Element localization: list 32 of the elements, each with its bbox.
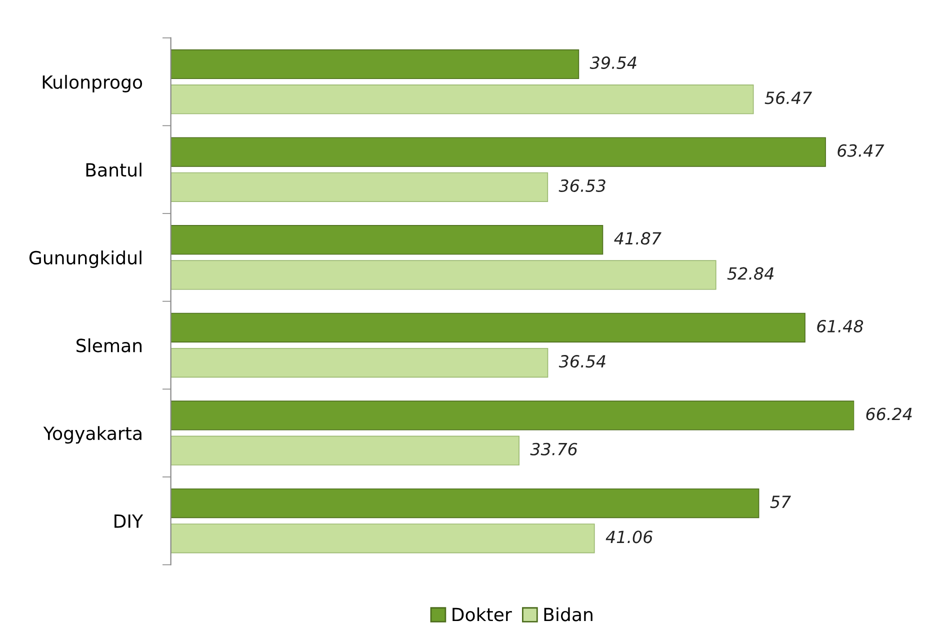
bar — [170, 524, 595, 554]
data-label: 36.53 — [558, 179, 606, 192]
y-tick-label: Yogyakarta — [43, 426, 142, 444]
data-label: 41.06 — [606, 530, 652, 544]
data-label: 66.24 — [866, 408, 912, 420]
data-label: 63.47 — [838, 144, 884, 157]
data-label: 56.47 — [764, 92, 812, 104]
bar — [170, 348, 548, 378]
data-label: 33.76 — [530, 442, 578, 456]
y-tick-label: Kulonprogo — [42, 74, 142, 92]
bar — [170, 84, 754, 114]
legend-label: Dokter — [452, 607, 512, 622]
data-label: 36.54 — [558, 355, 606, 368]
data-label: 52.84 — [727, 267, 774, 280]
data-label: 61.48 — [817, 320, 864, 332]
y-tick-label: Bantul — [86, 162, 142, 177]
legend-label: Bidan — [544, 607, 592, 622]
data-label: 39.54 — [590, 56, 636, 70]
bar — [170, 49, 580, 80]
bar — [170, 172, 548, 202]
y-tick-label: DIY — [114, 514, 144, 528]
bar — [170, 488, 760, 518]
bar — [170, 260, 716, 290]
bar — [170, 400, 854, 430]
bar — [170, 225, 604, 255]
y-tick-label: Sleman — [76, 338, 142, 352]
y-tick-label: Gunungkidul — [29, 250, 142, 268]
bar — [170, 436, 520, 466]
data-label: 41.87 — [614, 232, 662, 245]
bar — [170, 137, 826, 167]
data-label: 57 — [770, 496, 791, 508]
bar — [170, 312, 806, 342]
